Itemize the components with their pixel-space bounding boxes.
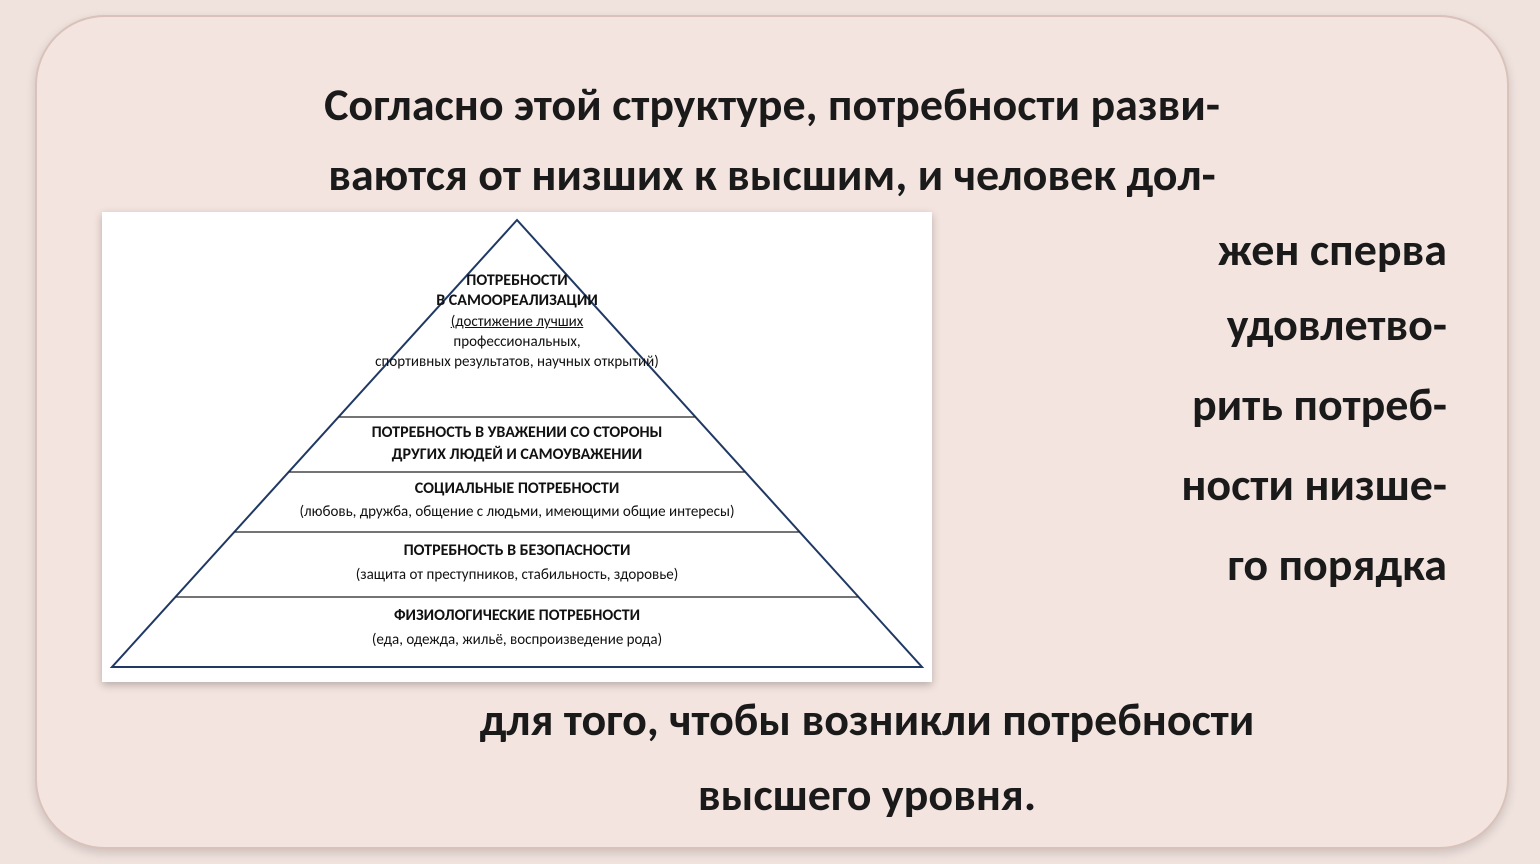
text-line-1: Согласно этой структуре, потребности раз… — [37, 77, 1507, 135]
pyr-l4-title: ПОТРЕБНОСТЬ В БЕЗОПАСНОСТИ — [102, 542, 932, 560]
pyr-l2-title1: ПОТРЕБНОСТЬ В УВАЖЕНИИ СО СТОРОНЫ — [102, 424, 932, 442]
pyr-l1-title2: В САМООРЕАЛИЗАЦИИ — [102, 292, 932, 310]
pyr-l3-title: СОЦИАЛЬНЫЕ ПОТРЕБНОСТИ — [102, 480, 932, 498]
pyr-l1-desc1: (достижение лучших — [102, 314, 932, 331]
text-line-4: удовлетво- — [1227, 297, 1447, 355]
pyr-l1-desc2: профессиональных, — [102, 334, 932, 351]
text-line-2: ваются от низших к высшим, и человек дол… — [37, 147, 1507, 205]
text-line-3: жен сперва — [1218, 222, 1447, 280]
text-line-5: рить потреб- — [1192, 377, 1447, 435]
text-line-9: высшего уровня. — [227, 767, 1507, 825]
text-line-6: ности низше- — [1181, 457, 1447, 515]
pyr-l3-desc: (любовь, дружба, общение с людьми, имеющ… — [102, 504, 932, 521]
text-line-7: го порядка — [1227, 537, 1447, 595]
text-line-8: для того, чтобы возникли потребности — [227, 692, 1507, 750]
pyr-l1-title1: ПОТРЕБНОСТИ — [102, 272, 932, 290]
pyr-l5-title: ФИЗИОЛОГИЧЕСКИЕ ПОТРЕБНОСТИ — [102, 607, 932, 625]
pyr-l2-title2: ДРУГИХ ЛЮДЕЙ И САМОУВАЖЕНИИ — [102, 446, 932, 464]
pyr-l1-desc3: спортивных результатов, научных открытий… — [102, 354, 932, 371]
pyr-l5-desc: (еда, одежда, жильё, воспроизведение род… — [102, 632, 932, 649]
pyramid-panel: ПОТРЕБНОСТИ В САМООРЕАЛИЗАЦИИ (достижени… — [102, 212, 932, 682]
pyr-l4-desc: (защита от преступников, стабильность, з… — [102, 567, 932, 584]
info-card: Согласно этой структуре, потребности раз… — [35, 15, 1509, 849]
